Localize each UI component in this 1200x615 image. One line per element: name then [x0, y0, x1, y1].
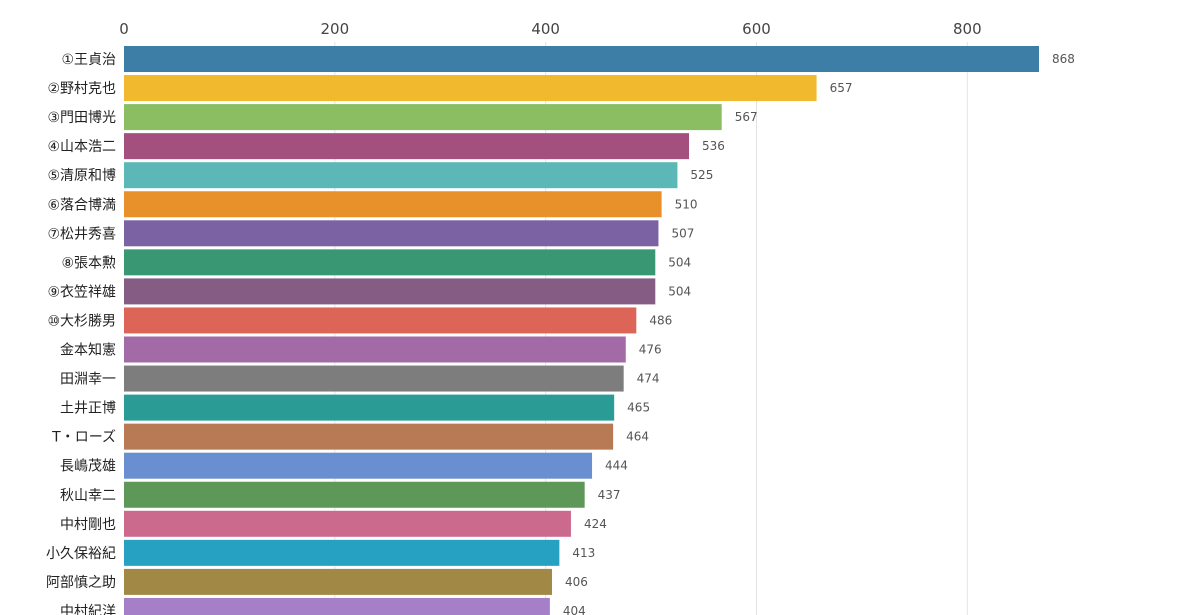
value-label: 510 — [675, 197, 698, 211]
x-tick-label: 600 — [742, 20, 771, 38]
bar — [124, 394, 615, 421]
value-label: 486 — [649, 313, 672, 327]
bar — [124, 539, 560, 566]
category-label: ②野村克也 — [47, 81, 116, 97]
bar — [124, 46, 1039, 72]
bars — [124, 46, 1039, 615]
category-label: ⑤清原和博 — [47, 167, 116, 184]
value-label: 476 — [639, 343, 662, 357]
bar — [124, 220, 659, 247]
category-label: 秋山幸二 — [60, 488, 116, 504]
category-label: 田淵幸一 — [60, 372, 116, 388]
bar — [124, 133, 690, 160]
category-label: 中村剛也 — [60, 517, 116, 533]
value-label: 504 — [668, 255, 691, 269]
category-label: 長嶋茂雄 — [60, 458, 116, 475]
category-label: 小久保裕紀 — [46, 546, 116, 562]
category-label: 阿部慎之助 — [46, 575, 116, 591]
bar — [124, 249, 656, 276]
bar — [124, 162, 678, 189]
bar — [124, 568, 552, 595]
value-label: 464 — [626, 430, 649, 444]
category-label: ⑦松井秀喜 — [47, 226, 116, 242]
bar — [124, 481, 585, 508]
value-label: 525 — [690, 168, 713, 182]
value-label: 474 — [637, 372, 660, 386]
bar — [124, 336, 626, 363]
bar — [124, 191, 662, 218]
category-labels: ①王貞治 ②野村克也 ③門田博光 ④山本浩二 ⑤清原和博 ⑥落合博満 ⑦松井秀喜 ⑧張本勲 ⑨衣… — [46, 52, 116, 615]
bar — [124, 452, 593, 479]
category-label: T・ローズ — [51, 430, 116, 446]
bar — [124, 75, 817, 102]
category-label: ⑧張本勲 — [61, 255, 116, 271]
value-label: 444 — [605, 459, 628, 473]
value-label: 424 — [584, 517, 607, 531]
category-label: 金本知憲 — [60, 342, 116, 359]
category-label: ⑥落合博満 — [47, 196, 116, 213]
value-label: 437 — [598, 488, 621, 502]
value-label: 657 — [830, 81, 853, 95]
category-label: 土井正博 — [60, 400, 116, 417]
category-label: ⑨衣笠祥雄 — [47, 284, 116, 300]
value-label: 404 — [563, 604, 586, 615]
value-label: 507 — [671, 226, 694, 240]
category-label: 中村紀洋 — [60, 604, 116, 615]
x-axis-ticks: 0 200 400 600 800 — [119, 20, 981, 38]
bar — [124, 423, 614, 450]
value-label: 465 — [627, 401, 650, 415]
category-label: ④山本浩二 — [47, 139, 116, 155]
value-label: 406 — [565, 575, 588, 589]
category-label: ③門田博光 — [47, 109, 116, 126]
x-tick-label: 400 — [531, 20, 560, 38]
x-tick-label: 200 — [321, 20, 350, 38]
x-tick-label: 800 — [953, 20, 982, 38]
bar — [124, 278, 656, 305]
x-tick-label: 0 — [119, 20, 129, 38]
bar — [124, 365, 624, 392]
value-label: 567 — [735, 110, 758, 124]
category-label: ⑩大杉勝男 — [47, 313, 116, 329]
value-label: 504 — [668, 284, 691, 298]
value-label: 536 — [702, 139, 725, 153]
value-label: 868 — [1052, 52, 1075, 66]
value-labels: 868 657 567 536 525 510 507 504 504 486 476 474 465 4… — [563, 52, 1075, 615]
bar — [124, 307, 637, 334]
bar — [124, 597, 550, 615]
value-label: 413 — [572, 546, 595, 560]
bar — [124, 510, 571, 537]
bar — [124, 104, 722, 131]
category-label: ①王貞治 — [61, 52, 116, 68]
